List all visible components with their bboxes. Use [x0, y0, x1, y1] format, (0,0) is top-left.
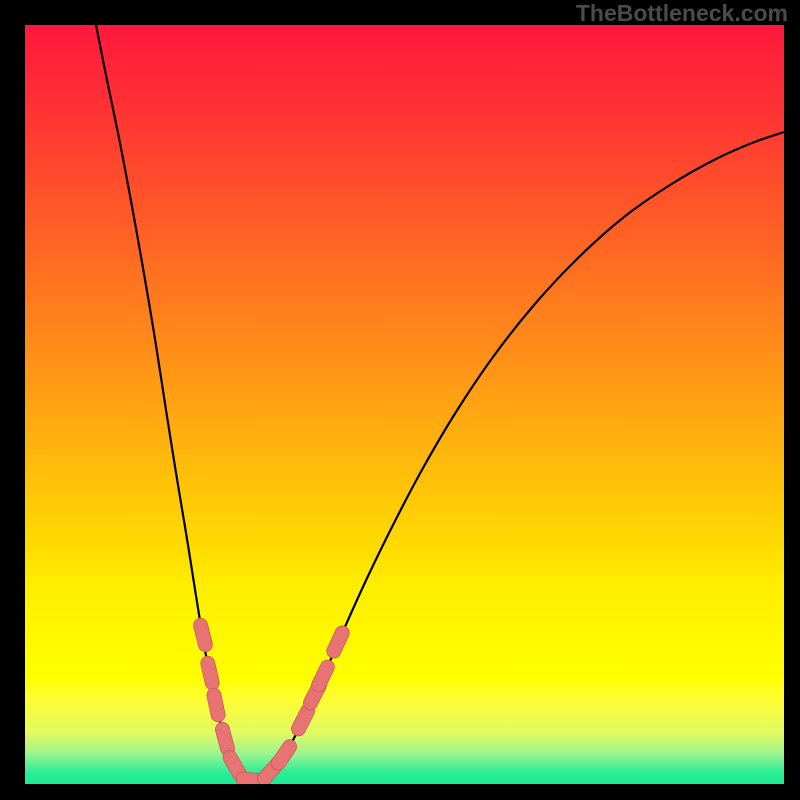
chart-svg [0, 0, 800, 800]
chart-frame: TheBottleneck.com [0, 0, 800, 800]
plot-background-gradient [25, 25, 784, 784]
plot-area [25, 25, 784, 788]
watermark-text: TheBottleneck.com [576, 0, 788, 27]
